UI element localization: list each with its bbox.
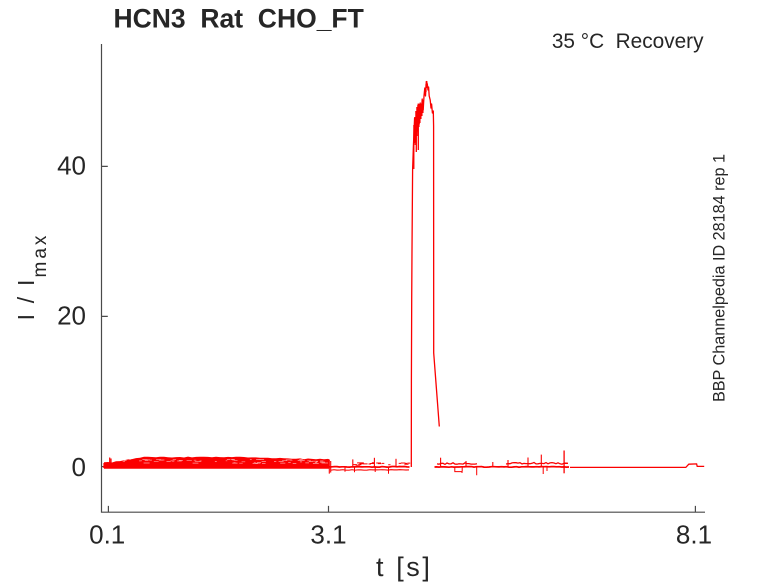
svg-text:3.1: 3.1	[310, 519, 346, 549]
svg-text:0: 0	[72, 452, 86, 482]
svg-text:35 °C Recovery: 35 °C Recovery	[552, 30, 704, 53]
svg-text:20: 20	[57, 301, 86, 331]
svg-text:BBP Channelpedia ID 28184 rep: BBP Channelpedia ID 28184 rep 1	[711, 154, 729, 402]
svg-text:t [s]: t [s]	[376, 552, 433, 582]
svg-text:HCN3 Rat CHO_FT: HCN3 Rat CHO_FT	[114, 3, 364, 33]
svg-text:0.1: 0.1	[89, 519, 125, 549]
svg-text:40: 40	[57, 151, 86, 181]
svg-text:I / Imax: I / Imax	[13, 233, 51, 321]
svg-text:8.1: 8.1	[676, 519, 712, 549]
